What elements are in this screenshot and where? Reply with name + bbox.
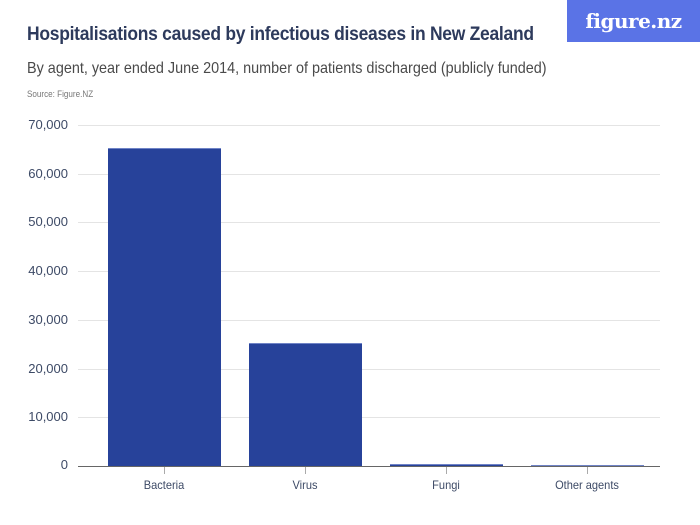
x-axis-line bbox=[78, 466, 660, 467]
bar-other-agents[interactable] bbox=[531, 465, 644, 466]
x-label-virus: Virus bbox=[292, 478, 318, 492]
x-label-other-agents: Other agents bbox=[555, 478, 619, 492]
y-tick-label: 10,000 bbox=[28, 409, 68, 424]
gridline bbox=[78, 417, 660, 418]
chart-source: Source: Figure.NZ bbox=[27, 89, 94, 99]
chart-title: Hospitalisations caused by infectious di… bbox=[27, 24, 534, 45]
x-tick bbox=[305, 467, 306, 474]
gridline bbox=[78, 369, 660, 370]
x-tick bbox=[164, 467, 165, 474]
x-tick bbox=[446, 467, 447, 474]
gridline bbox=[78, 271, 660, 272]
x-label-bacteria: Bacteria bbox=[143, 478, 185, 492]
bar-virus[interactable] bbox=[249, 343, 362, 466]
bar-fungi[interactable] bbox=[390, 464, 503, 466]
bar-bacteria[interactable] bbox=[108, 148, 221, 466]
y-tick-label: 70,000 bbox=[28, 117, 68, 132]
gridline bbox=[78, 174, 660, 175]
y-tick-label: 20,000 bbox=[28, 361, 68, 376]
y-tick-label: 0 bbox=[60, 457, 68, 472]
chart-subtitle: By agent, year ended June 2014, number o… bbox=[27, 60, 547, 77]
gridline bbox=[78, 320, 660, 321]
y-tick-label: 60,000 bbox=[28, 166, 68, 181]
gridline bbox=[78, 222, 660, 223]
x-tick bbox=[587, 467, 588, 474]
x-label-fungi: Fungi bbox=[432, 478, 460, 492]
y-tick-label: 30,000 bbox=[28, 312, 68, 327]
y-tick-label: 50,000 bbox=[28, 214, 68, 229]
gridline bbox=[78, 125, 660, 126]
y-tick-label: 40,000 bbox=[28, 263, 68, 278]
figure-nz-logo[interactable]: figure.nz bbox=[567, 0, 700, 42]
